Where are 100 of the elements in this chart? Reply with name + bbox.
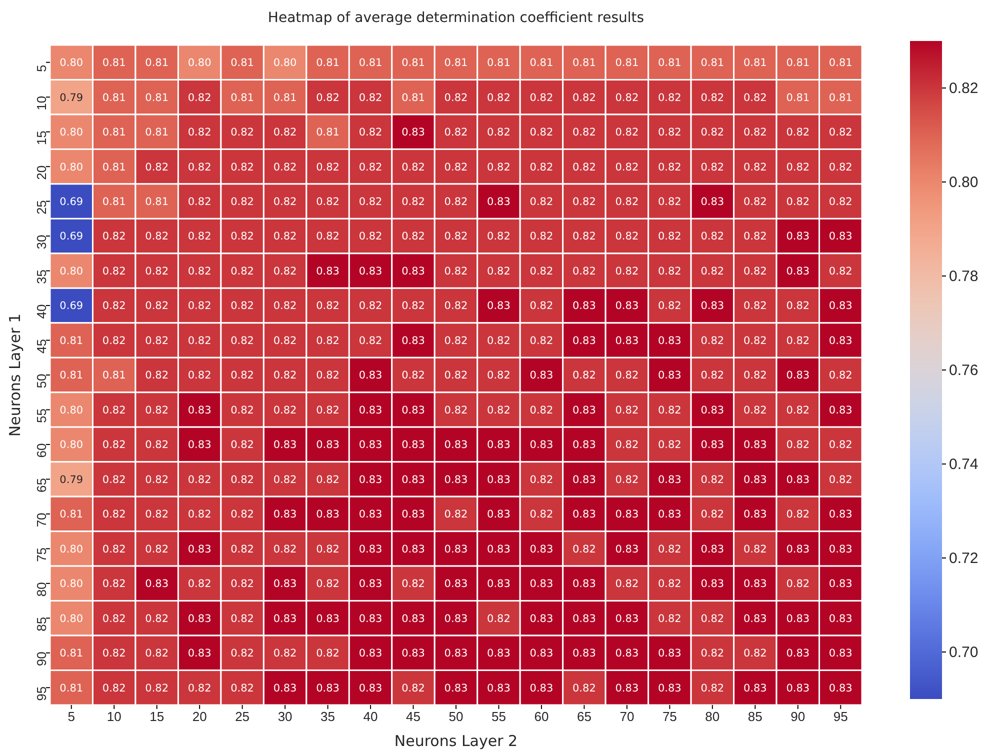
data-label: 0.82: [700, 508, 724, 521]
data-label: 0.82: [102, 474, 126, 486]
data-label: 0.82: [273, 300, 297, 312]
data-label: 0.83: [572, 578, 596, 590]
data-label: 0.83: [358, 543, 382, 556]
y-tick-label: 50: [34, 374, 50, 388]
data-label: 0.82: [316, 370, 340, 382]
data-label: 0.83: [786, 370, 810, 382]
data-label: 0.81: [530, 57, 554, 70]
data-label: 0.82: [188, 370, 212, 382]
data-label: 0.81: [102, 196, 126, 208]
data-label: 0.83: [828, 612, 852, 625]
data-label: 0.83: [572, 508, 596, 521]
data-label: 0.83: [572, 439, 596, 452]
data-label: 0.82: [658, 578, 682, 590]
data-label: 0.82: [572, 543, 596, 556]
data-label: 0.82: [273, 334, 297, 347]
y-tick-label: 10: [34, 96, 50, 110]
data-label: 0.82: [700, 126, 724, 139]
data-label: 0.82: [743, 334, 767, 347]
data-label: 0.82: [700, 370, 724, 382]
data-label: 0.83: [828, 300, 852, 312]
data-label: 0.81: [615, 57, 639, 70]
data-label: 0.82: [572, 682, 596, 694]
data-label: 0.83: [358, 439, 382, 452]
data-label: 0.82: [402, 682, 425, 694]
data-label: 0.82: [743, 404, 767, 416]
data-label: 0.82: [700, 682, 724, 694]
data-label: 0.83: [658, 370, 682, 382]
data-label: 0.82: [444, 265, 468, 278]
y-tick-label: 55: [34, 408, 50, 423]
data-label: 0.82: [487, 404, 510, 416]
data-label: 0.83: [316, 612, 340, 625]
data-label: 0.83: [658, 334, 682, 347]
data-label: 0.83: [273, 508, 297, 521]
data-label: 0.83: [530, 439, 554, 452]
data-label: 0.83: [530, 543, 554, 556]
data-label: 0.80: [60, 57, 84, 70]
data-label: 0.82: [273, 196, 297, 208]
data-label: 0.82: [487, 334, 510, 347]
y-tick-label: 95: [34, 686, 50, 701]
data-label: 0.83: [188, 612, 212, 625]
data-label: 0.82: [102, 543, 126, 556]
data-label: 0.82: [700, 474, 724, 486]
x-tick-label: 40: [363, 709, 378, 724]
data-label: 0.83: [444, 612, 468, 625]
data-label: 0.82: [145, 508, 169, 521]
data-label: 0.82: [487, 161, 510, 174]
data-label: 0.82: [358, 126, 382, 139]
data-label: 0.83: [316, 265, 340, 278]
data-label: 0.83: [316, 682, 340, 694]
data-label: 0.82: [743, 543, 767, 556]
data-label: 0.82: [530, 404, 554, 416]
data-label: 0.82: [828, 265, 852, 278]
data-label: 0.83: [444, 474, 468, 486]
data-label: 0.83: [828, 543, 852, 556]
data-label: 0.82: [487, 265, 510, 278]
x-tick-label: 10: [106, 709, 122, 724]
data-label: 0.83: [358, 648, 382, 660]
data-label: 0.80: [273, 57, 297, 70]
data-label: 0.82: [102, 648, 126, 660]
data-label: 0.83: [615, 612, 639, 625]
data-label: 0.83: [402, 612, 425, 625]
data-label: 0.83: [273, 612, 297, 625]
data-label: 0.83: [273, 578, 297, 590]
data-label: 0.82: [273, 543, 297, 556]
data-label: 0.82: [188, 161, 212, 174]
data-label: 0.82: [230, 612, 254, 625]
data-label: 0.82: [273, 370, 297, 382]
data-label: 0.81: [145, 57, 169, 70]
data-label: 0.83: [828, 648, 852, 660]
data-label: 0.82: [230, 404, 254, 416]
data-label: 0.81: [658, 57, 682, 70]
color-bar-label: 0.74: [949, 456, 978, 473]
data-label: 0.82: [700, 334, 724, 347]
data-label: 0.82: [743, 92, 767, 104]
data-label: 0.82: [102, 682, 126, 694]
data-label: 0.82: [316, 648, 340, 660]
data-label: 0.81: [402, 57, 425, 70]
data-label: 0.79: [60, 474, 84, 486]
data-label: 0.83: [487, 508, 510, 521]
data-label: 0.82: [230, 196, 254, 208]
data-label: 0.82: [188, 334, 212, 347]
data-label: 0.82: [572, 370, 596, 382]
data-label: 0.82: [828, 474, 852, 486]
data-label: 0.82: [230, 682, 254, 694]
data-label: 0.81: [402, 92, 425, 104]
data-label: 0.82: [786, 508, 810, 521]
data-label: 0.82: [188, 474, 212, 486]
data-label: 0.82: [102, 578, 126, 590]
x-tick-label: 35: [320, 709, 336, 724]
data-label: 0.81: [572, 57, 596, 70]
data-label: 0.82: [230, 648, 254, 660]
data-label: 0.83: [530, 578, 554, 590]
data-label: 0.83: [700, 578, 724, 590]
data-label: 0.83: [786, 543, 810, 556]
data-label: 0.82: [615, 404, 639, 416]
data-label: 0.82: [230, 474, 254, 486]
x-tick-label: 15: [150, 709, 164, 724]
data-label: 0.82: [743, 230, 767, 243]
